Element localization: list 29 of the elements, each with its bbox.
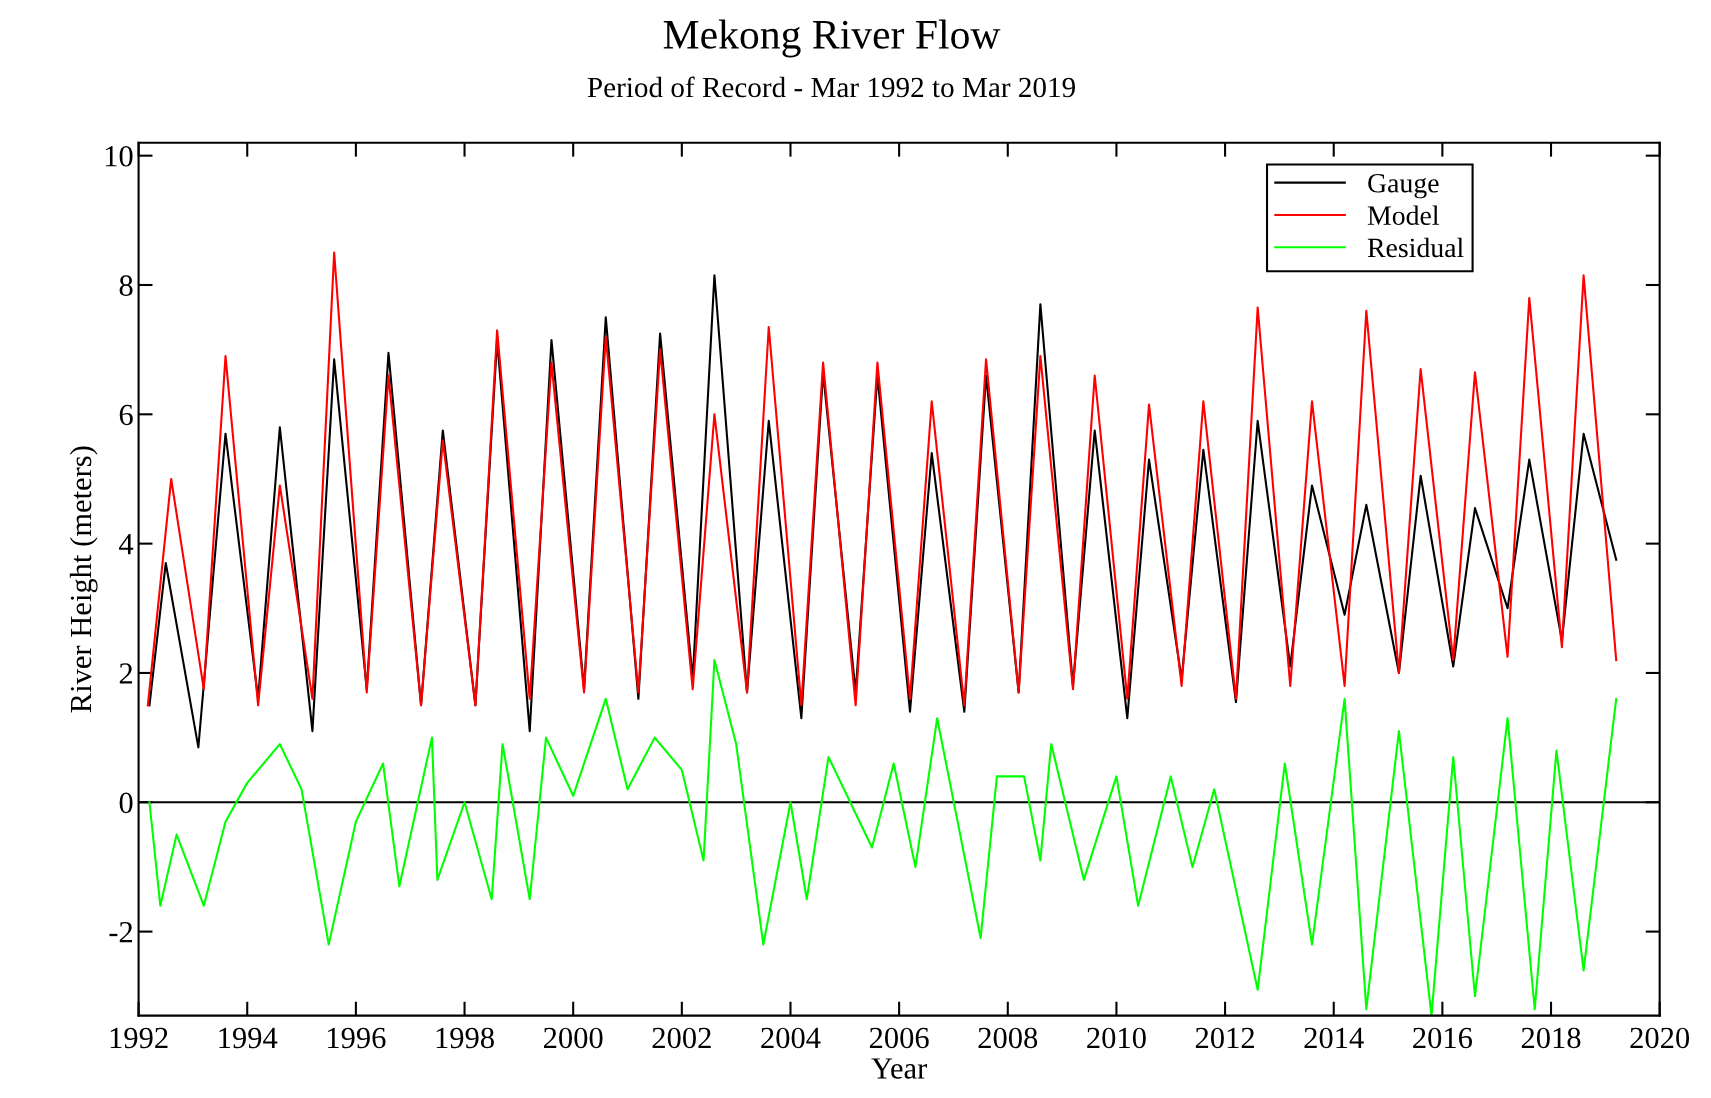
x-tick-label: 2020 (1630, 1027, 1690, 1049)
y-tick-label: 2 (119, 663, 133, 684)
y-tick-label: 10 (105, 145, 133, 167)
y-tick-label: 0 (119, 792, 133, 814)
legend-label: Model (1367, 205, 1439, 225)
chart-subtitle: Period of Record - Mar 1992 to Mar 2019 (587, 76, 1075, 98)
y-tick-label: -2 (109, 921, 133, 943)
x-tick-label: 2006 (869, 1027, 929, 1049)
x-tick-label: 2012 (1195, 1027, 1254, 1049)
x-tick-label: 2008 (978, 1027, 1038, 1049)
x-axis-title: Year (871, 1058, 928, 1079)
x-tick-label: 2010 (1087, 1027, 1146, 1049)
x-tick-label: 2004 (761, 1027, 821, 1049)
y-axis-title: River Height (meters) (69, 446, 98, 713)
y-tick-label: 4 (119, 534, 134, 555)
x-tick-label: 1994 (219, 1027, 278, 1049)
y-tick-label: 8 (119, 275, 133, 296)
x-tick-label: 1996 (328, 1027, 386, 1049)
chart-title: Mekong River Flow (663, 19, 1001, 58)
x-tick-label: 2002 (652, 1027, 711, 1049)
y-tick-label: 6 (119, 404, 133, 426)
legend-label: Gauge (1368, 173, 1439, 199)
x-tick-label: 2018 (1521, 1027, 1581, 1049)
x-tick-label: 2000 (543, 1027, 603, 1049)
x-tick-label: 2014 (1304, 1027, 1364, 1049)
x-tick-label: 1998 (436, 1027, 494, 1049)
legend-label: Residual (1367, 237, 1464, 258)
x-tick-label: 2016 (1413, 1027, 1473, 1049)
x-tick-label: 1992 (110, 1027, 168, 1049)
